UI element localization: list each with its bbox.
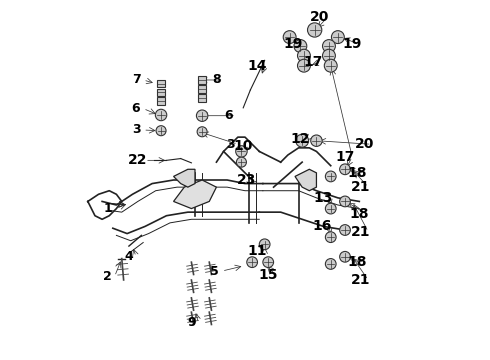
Text: 18: 18 (349, 207, 369, 221)
Circle shape (322, 49, 335, 62)
Circle shape (297, 49, 310, 62)
Text: 19: 19 (343, 37, 362, 51)
Circle shape (247, 257, 258, 267)
Polygon shape (173, 180, 217, 208)
Circle shape (308, 23, 322, 37)
Circle shape (340, 225, 350, 235)
Circle shape (196, 110, 208, 121)
Circle shape (297, 59, 310, 72)
Text: 16: 16 (312, 220, 332, 233)
Text: 17: 17 (335, 150, 355, 164)
Circle shape (236, 146, 247, 157)
Text: 3: 3 (132, 123, 140, 136)
Circle shape (324, 59, 337, 72)
Text: 21: 21 (351, 225, 371, 239)
Text: 7: 7 (132, 73, 141, 86)
Text: 15: 15 (258, 268, 278, 282)
Circle shape (331, 31, 344, 44)
Text: 14: 14 (248, 59, 267, 73)
Text: 5: 5 (210, 265, 219, 278)
Circle shape (155, 109, 167, 121)
Circle shape (263, 257, 273, 267)
Text: 22: 22 (128, 153, 147, 167)
Polygon shape (173, 169, 195, 187)
Text: 10: 10 (234, 139, 253, 153)
Text: 19: 19 (284, 37, 303, 51)
Text: 2: 2 (103, 270, 112, 283)
Text: 23: 23 (237, 173, 256, 187)
Polygon shape (295, 169, 317, 191)
Circle shape (325, 232, 336, 243)
Circle shape (283, 31, 296, 44)
Circle shape (294, 40, 307, 53)
Text: 12: 12 (291, 132, 310, 146)
Bar (157, 80, 165, 87)
Text: 11: 11 (248, 244, 267, 258)
Text: 6: 6 (224, 109, 233, 122)
Circle shape (325, 258, 336, 269)
Bar (198, 94, 206, 102)
Bar (198, 76, 206, 84)
Circle shape (340, 196, 350, 207)
Bar (157, 98, 165, 105)
Circle shape (325, 203, 336, 214)
Text: 21: 21 (351, 273, 371, 287)
Text: 8: 8 (212, 73, 220, 86)
Text: 18: 18 (348, 166, 368, 180)
Text: 21: 21 (351, 180, 371, 194)
Circle shape (156, 126, 166, 136)
Text: 4: 4 (124, 250, 133, 263)
Circle shape (325, 171, 336, 182)
Circle shape (296, 134, 309, 147)
Text: 9: 9 (187, 316, 196, 329)
Text: 18: 18 (348, 255, 368, 269)
Text: 20: 20 (310, 10, 330, 24)
Text: 17: 17 (303, 55, 322, 69)
Circle shape (259, 239, 270, 249)
Circle shape (237, 157, 246, 167)
Circle shape (340, 164, 350, 175)
Text: 3: 3 (226, 138, 235, 151)
Bar (198, 85, 206, 93)
Text: 13: 13 (314, 191, 333, 205)
Circle shape (311, 135, 322, 147)
Text: 1: 1 (103, 202, 112, 215)
Text: 6: 6 (132, 102, 140, 115)
Bar (157, 89, 165, 96)
Text: 20: 20 (355, 137, 374, 151)
Circle shape (340, 251, 350, 262)
Circle shape (197, 127, 207, 137)
Circle shape (322, 40, 335, 53)
